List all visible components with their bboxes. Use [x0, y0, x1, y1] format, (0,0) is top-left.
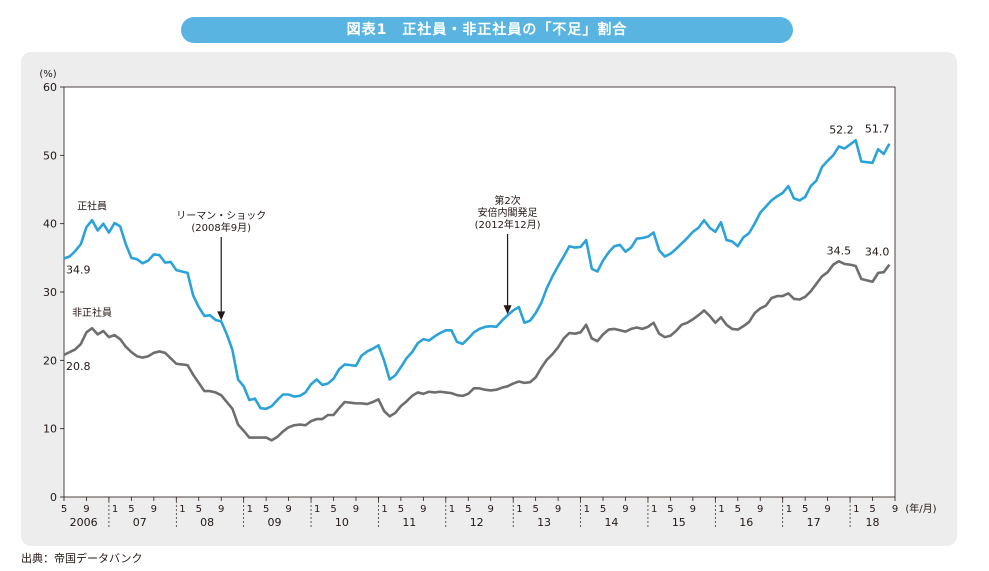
plot-area — [63, 86, 896, 498]
data-label-regular-start: 34.9 — [66, 264, 91, 277]
x-tick-label: 9 — [892, 504, 898, 515]
x-tick-label: 5 — [532, 504, 538, 515]
x-tick-label: 9 — [285, 504, 291, 515]
annotation-text: (2008年9月) — [191, 221, 251, 234]
x-tick-label: 5 — [330, 504, 336, 515]
data-label-regular-end: 51.7 — [865, 123, 890, 136]
x-tick-label: 5 — [735, 504, 741, 515]
x-tick-label: 9 — [622, 504, 628, 515]
annotation-text: 安倍内閣発足 — [478, 206, 538, 219]
year-label: 2006 — [70, 516, 98, 529]
x-tick-label: 5 — [61, 504, 67, 515]
x-axis-label: (年/月) — [905, 502, 936, 515]
x-tick-label: 9 — [757, 504, 763, 515]
x-tick-label: 9 — [151, 504, 157, 515]
data-label-nonregular-start: 20.8 — [66, 360, 91, 373]
annotation-text: リーマン・ショック — [176, 210, 266, 222]
year-label: 14 — [604, 516, 618, 529]
x-tick-label: 9 — [218, 504, 224, 515]
x-tick-label: 1 — [179, 504, 185, 515]
x-tick-label: 5 — [869, 504, 875, 515]
x-tick-label: 5 — [263, 504, 269, 515]
x-tick-label: 1 — [516, 504, 522, 515]
x-tick-label: 1 — [786, 504, 792, 515]
year-label: 18 — [866, 516, 880, 529]
y-tick-label: 20 — [43, 354, 57, 367]
x-tick-label: 5 — [600, 504, 606, 515]
x-tick-label: 1 — [314, 504, 320, 515]
x-tick-label: 9 — [353, 504, 359, 515]
year-label: 09 — [268, 516, 282, 529]
x-tick-label: 5 — [398, 504, 404, 515]
annotation-arrow-head — [503, 305, 512, 315]
x-tick-label: 9 — [690, 504, 696, 515]
x-tick-label: 1 — [112, 504, 118, 515]
y-axis-label: (%) — [39, 69, 56, 80]
y-tick-label: 60 — [43, 81, 57, 94]
x-tick-label: 1 — [381, 504, 387, 515]
annotation-text: (2012年12月) — [475, 218, 541, 231]
year-label: 12 — [470, 516, 484, 529]
year-label: 11 — [402, 516, 416, 529]
source-note: 出典：帝国データバンク — [21, 552, 143, 565]
series-nonregular-name: 非正社員 — [72, 306, 112, 319]
x-tick-label: 5 — [465, 504, 471, 515]
y-tick-label: 50 — [43, 149, 57, 162]
x-tick-label: 1 — [247, 504, 253, 515]
series-nonregular-line — [63, 259, 891, 442]
year-label: 16 — [739, 516, 753, 529]
x-tick-label: 5 — [802, 504, 808, 515]
year-label: 13 — [537, 516, 551, 529]
data-label-nonregular-end: 34.0 — [865, 246, 890, 259]
y-tick-label: 10 — [43, 423, 57, 436]
annotation-arrow-head — [217, 311, 226, 321]
y-tick-label: 30 — [43, 286, 57, 299]
annotation-text: 第2次 — [494, 194, 520, 207]
series-regular-line — [63, 139, 891, 411]
x-axis: 5 9 1 5 9 1 5 9 1 5 9 1 5 9 1 5 9 1 5 9 1 5 9 1 5 9 1 5 9 1 5 9 1 5 9 1 5 920… — [61, 497, 898, 529]
year-label: 17 — [807, 516, 821, 529]
year-label: 08 — [200, 516, 214, 529]
y-tick-label: 40 — [43, 218, 57, 231]
year-label: 15 — [672, 516, 686, 529]
data-label-nonregular-peak: 34.5 — [827, 244, 852, 257]
x-tick-label: 1 — [584, 504, 590, 515]
x-tick-label: 9 — [824, 504, 830, 515]
data-label-regular-peak: 52.2 — [829, 123, 854, 136]
x-tick-label: 5 — [196, 504, 202, 515]
x-tick-label: 1 — [651, 504, 657, 515]
y-axis: 0 10 20 30 40 50 60 — [43, 81, 64, 504]
x-tick-label: 9 — [555, 504, 561, 515]
x-tick-label: 5 — [128, 504, 134, 515]
x-tick-label: 1 — [449, 504, 455, 515]
year-label: 07 — [133, 516, 147, 529]
series-regular-name: 正社員 — [77, 199, 107, 212]
x-tick-label: 1 — [718, 504, 724, 515]
year-label: 10 — [335, 516, 349, 529]
y-tick-label: 0 — [50, 491, 57, 504]
x-tick-label: 9 — [83, 504, 89, 515]
chart-title: 図表1 正社員・非正社員の「不足」割合 — [181, 17, 793, 43]
x-tick-label: 9 — [420, 504, 426, 515]
series-layer — [63, 139, 891, 442]
x-tick-label: 9 — [488, 504, 494, 515]
x-tick-label: 1 — [853, 504, 859, 515]
x-tick-label: 5 — [667, 504, 673, 515]
